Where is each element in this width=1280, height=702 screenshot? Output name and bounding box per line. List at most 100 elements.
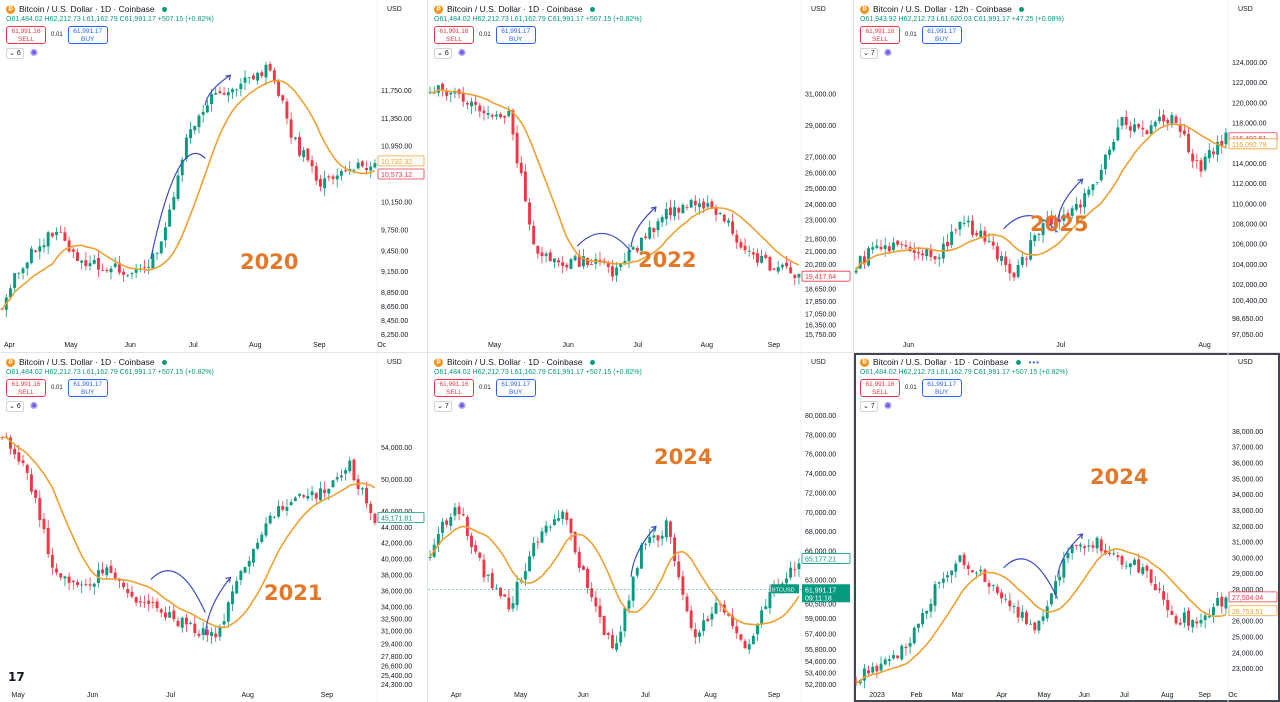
settings-icon[interactable]: ✺ [29,401,39,412]
candle [159,607,163,618]
x-tick-label: Aug [701,342,714,349]
tradingview-logo-icon[interactable]: 17 [8,670,25,684]
panel-divider[interactable] [853,0,854,702]
candle [1083,188,1087,215]
candle [615,635,619,653]
candle [1224,595,1228,615]
settings-icon[interactable]: ✺ [883,401,893,412]
buy-button[interactable]: 61,991.17 BUY [495,379,536,397]
series-legend[interactable]: ₿ Bitcoin / U.S. Dollar · 1D · Coinbase [6,357,167,367]
candle [109,265,113,280]
chevron-down-icon: ⌄ [9,403,15,410]
candle [436,526,440,552]
candle [360,159,364,168]
chart-svg[interactable]: 31,000.00 29,000.00 27,000.00 26,000.00 25,0… [428,0,853,352]
series-legend[interactable]: ₿ Bitcoin / U.S. Dollar · 1D · Coinbase [434,357,595,367]
y-tick-label: 17,050.00 [805,312,836,319]
buy-button[interactable]: 61,991.17 BUY [67,379,108,397]
candle [1029,619,1033,625]
buy-button[interactable]: 61,991.17 BUY [921,379,962,397]
sell-button[interactable]: 61,991.16 SELL [860,26,900,44]
candle [904,643,908,656]
settings-icon[interactable]: ✺ [29,48,39,59]
chart-panel-4[interactable]: 54,000.0050,000.0046,000.0044,000.0042,0… [0,353,427,702]
chart-panel-5[interactable]: 80,000.00 78,000.00 76,000.00 74,000.00 72,0… [428,353,853,702]
settings-icon[interactable]: ✺ [457,48,467,59]
candle [1224,127,1228,149]
buy-button[interactable]: 61,991.17 BUY [67,26,108,44]
currency-label[interactable]: USD [1238,6,1253,13]
candle [1108,146,1112,160]
candle [231,87,234,99]
candle [1012,271,1016,281]
y-tick-label: 120,000.00 [1232,100,1267,107]
candle [561,255,565,274]
sell-button[interactable]: 61,991.16 SELL [434,26,474,44]
indicator-toggle[interactable]: ⌄ 7 [860,48,878,59]
chart-svg[interactable]: 124,000.00 122,000.00 120,000.00 118,000.00… [854,0,1280,352]
sell-button[interactable]: 61,991.16 SELL [860,379,900,397]
chart-svg[interactable]: 38,000.00 37,000.00 36,000.00 35,000.00 34,0… [854,353,1280,702]
chart-panel-3[interactable]: 124,000.00 122,000.00 120,000.00 118,000.00… [854,0,1280,352]
settings-icon[interactable]: ✺ [457,401,467,412]
candle [689,198,693,209]
currency-label[interactable]: USD [387,6,402,13]
candle [59,572,63,581]
panel-divider[interactable] [0,352,1280,353]
buy-price: 61,991.17 [73,381,103,388]
candle [180,616,184,633]
candle [172,605,176,623]
panel-divider[interactable] [427,0,428,702]
candle [205,625,209,643]
candle [1153,576,1157,591]
chart-panel-6[interactable]: 38,000.00 37,000.00 36,000.00 35,000.00 34,0… [854,353,1280,702]
series-legend[interactable]: ₿ Bitcoin / U.S. Dollar · 1D · Coinbase … [860,357,1040,367]
settings-icon[interactable]: ✺ [883,48,893,59]
sell-button[interactable]: 61,991.16 SELL [6,26,46,44]
x-tick-label: Jul [189,342,198,349]
series-legend[interactable]: ₿ Bitcoin / U.S. Dollar · 1D · Coinbase [434,4,595,14]
spread-value: 0.01 [479,32,491,38]
indicator-toggle[interactable]: ⌄ 6 [6,401,24,412]
buy-button[interactable]: 61,991.17 BUY [495,26,536,44]
candle [1187,128,1190,154]
sell-button[interactable]: 61,991.16 SELL [434,379,474,397]
candle [594,591,598,613]
candle [557,257,561,267]
candle [0,435,4,440]
sell-button[interactable]: 61,991.16 SELL [6,379,46,397]
indicator-toggle[interactable]: ⌄ 7 [860,401,878,412]
chart-panel-2[interactable]: 31,000.00 29,000.00 27,000.00 26,000.00 25,0… [428,0,853,352]
candle [756,622,759,641]
series-legend[interactable]: ₿ Bitcoin / U.S. Dollar · 12h · Coinbase [860,4,1024,14]
candle [486,573,490,583]
indicator-toggle[interactable]: ⌄ 7 [434,401,452,412]
candle [528,198,531,231]
currency-label[interactable]: USD [1238,359,1253,366]
chart-panel-1[interactable]: 11,750.00 11,350.00 10,950.00 10,150.00 9,75… [0,0,427,352]
candle [1191,148,1195,169]
currency-label[interactable]: USD [811,359,826,366]
series-legend[interactable]: ₿ Bitcoin / U.S. Dollar · 1D · Coinbase [6,4,167,14]
chart-svg[interactable]: 80,000.00 78,000.00 76,000.00 74,000.00 72,0… [428,353,853,702]
candle [201,622,205,641]
currency-label[interactable]: USD [387,359,402,366]
indicator-toggle[interactable]: ⌄ 6 [434,48,452,59]
price-axis-label: 65,177.21 [801,553,851,564]
buy-button[interactable]: 61,991.17 BUY [921,26,962,44]
currency-label[interactable]: USD [811,6,826,13]
candle [96,562,100,588]
candle [858,255,862,270]
candle [222,613,226,628]
indicator-toggle[interactable]: ⌄ 6 [6,48,24,59]
candle [577,249,581,268]
chart-svg[interactable]: 54,000.0050,000.0046,000.0044,000.0042,0… [0,353,427,702]
candle [995,583,999,596]
candle [1141,120,1145,137]
candle [900,241,904,250]
candle [950,570,954,584]
candle [887,242,891,253]
chart-svg[interactable]: 11,750.00 11,350.00 10,950.00 10,150.00 9,75… [0,0,427,352]
candle [887,655,891,667]
more-options-icon[interactable]: ••• [1028,357,1040,367]
